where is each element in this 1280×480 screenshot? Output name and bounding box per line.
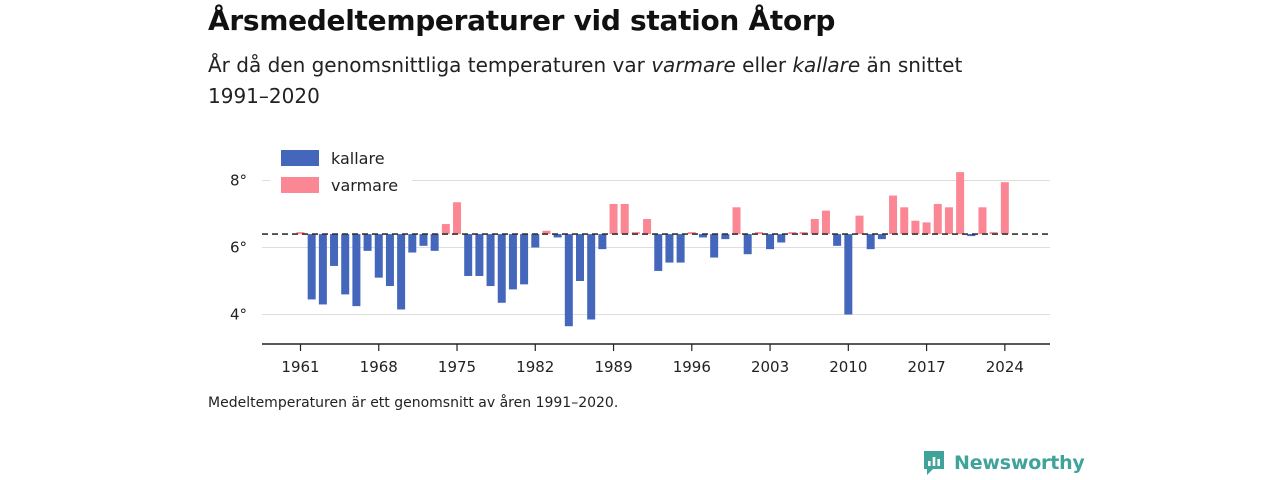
bar-1977 [475, 234, 484, 276]
bar-1978 [486, 234, 495, 287]
bar-1982 [531, 234, 540, 248]
y-tick-label: 6° [230, 239, 247, 257]
chart-title: Årsmedeltemperaturer vid station Åtorp [208, 4, 836, 37]
bar-2013 [877, 234, 886, 240]
x-tick-label: 1996 [673, 358, 711, 376]
bar-1973 [430, 234, 439, 251]
bar-2006 [799, 232, 808, 235]
bar-2012 [866, 234, 875, 250]
bar-1974 [441, 224, 450, 235]
x-tick-label: 1989 [594, 358, 632, 376]
x-tick-label: 2017 [907, 358, 945, 376]
bar-1986 [576, 234, 584, 281]
subtitle-warm-word: varmare [651, 53, 736, 77]
x-tick-label: 1968 [360, 358, 398, 376]
bar-1970 [397, 234, 406, 310]
y-tick-label: 8° [230, 172, 247, 190]
y-tick-label: 4° [230, 306, 247, 324]
subtitle-part-2: eller [735, 53, 793, 77]
bar-1985 [564, 234, 573, 327]
bar-1965 [341, 234, 350, 295]
bar-2010 [844, 234, 853, 315]
brand-logo: Newsworthy [922, 449, 1085, 477]
bar-1961 [296, 232, 305, 235]
legend: kallare varmare [270, 141, 412, 197]
bar-1990 [620, 203, 629, 235]
bar-1988 [598, 234, 607, 250]
bar-2018 [933, 203, 942, 235]
y-axis-ticks: 4° 6° 8° [230, 172, 247, 324]
bar-1964 [330, 234, 339, 266]
bar-1980 [508, 234, 517, 290]
legend-label-warm: varmare [331, 176, 398, 195]
bar-2023 [989, 232, 998, 235]
bar-2015 [900, 207, 909, 235]
bar-1995 [676, 234, 685, 263]
bar-2009 [833, 234, 842, 246]
bar-1962 [307, 234, 316, 300]
subtitle-part-3: än snittet 1991–2020 [208, 53, 963, 108]
bar-2007 [810, 219, 819, 235]
bar-1992 [643, 219, 652, 235]
bar-1991 [631, 232, 640, 235]
bar-1967 [363, 234, 372, 251]
bar-1993 [654, 234, 663, 271]
x-tick-label: 2010 [829, 358, 867, 376]
bar-2004 [777, 234, 786, 243]
x-tick-label: 1982 [516, 358, 554, 376]
bar-2008 [821, 210, 830, 235]
bar-1968 [374, 234, 383, 278]
legend-swatch-warm [281, 177, 319, 193]
bar-1998 [710, 234, 719, 258]
bar-1963 [318, 234, 327, 305]
footnote: Medeltemperaturen är ett genomsnitt av å… [208, 395, 619, 411]
newsworthy-logo-icon [924, 451, 944, 475]
bar-1994 [665, 234, 674, 263]
subtitle-part-1: År då den genomsnittliga temperaturen va… [208, 53, 652, 77]
x-tick-label: 1961 [281, 358, 319, 376]
bar-1972 [419, 234, 428, 246]
bar-2021 [967, 234, 976, 237]
bar-1997 [698, 234, 707, 238]
legend-swatch-cold [281, 150, 319, 166]
bar-1987 [587, 234, 596, 320]
bar-1975 [453, 202, 462, 235]
bar-2017 [922, 222, 931, 235]
bar-1976 [464, 234, 473, 276]
subtitle-cold-word: kallare [792, 53, 861, 77]
bar-1983 [542, 230, 551, 235]
bar-1969 [385, 234, 394, 287]
bar-2022 [978, 207, 987, 235]
bar-1971 [408, 234, 417, 253]
bar-2016 [911, 220, 920, 235]
bar-2024 [1000, 182, 1009, 235]
x-tick-label: 2003 [751, 358, 789, 376]
x-tick-label: 2024 [986, 358, 1024, 376]
bar-1979 [497, 234, 506, 303]
bar-2000 [732, 207, 741, 235]
bar-2019 [944, 207, 953, 235]
bar-1966 [352, 234, 361, 307]
bar-2003 [766, 234, 775, 250]
x-tick-label: 1975 [438, 358, 476, 376]
brand-name: Newsworthy [954, 452, 1085, 474]
bar-2005 [788, 232, 797, 235]
bar-2001 [743, 234, 752, 255]
bar-1999 [721, 234, 730, 240]
bar-1996 [687, 232, 696, 235]
bar-2011 [855, 215, 864, 235]
legend-label-cold: kallare [331, 149, 385, 168]
bar-1989 [609, 203, 618, 235]
chart-subtitle: År då den genomsnittliga temperaturen va… [208, 50, 1028, 112]
bar-1981 [520, 234, 529, 285]
bars [296, 172, 1009, 327]
bar-1984 [553, 234, 562, 238]
bar-2014 [889, 195, 898, 235]
bar-2002 [754, 232, 763, 235]
x-axis-ticks: 1961 1968 1975 1982 1989 1996 2003 2010 2017 2024 [281, 344, 1024, 376]
temperature-bar-chart: 4° 6° 8° 1961 1968 1975 1982 1989 1996 2003 2010 2… [229, 141, 1050, 376]
bar-2020 [956, 172, 965, 235]
